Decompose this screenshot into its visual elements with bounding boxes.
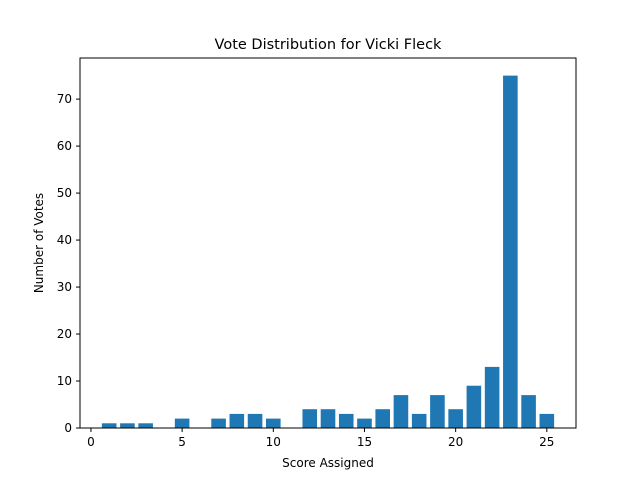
y-tick-label: 10 [57,374,72,388]
bar-score-20 [448,409,463,428]
bar-score-24 [521,395,536,428]
bars-group [101,75,555,428]
y-tick-label: 70 [57,92,72,106]
x-tick-label: 0 [87,435,95,449]
bar-score-15 [357,418,372,428]
x-axis-label: Score Assigned [282,456,374,470]
bar-score-19 [430,395,445,428]
bar-score-13 [320,409,336,428]
y-axis-ticks: 0 10 20 30 40 50 60 70 [57,92,80,435]
y-tick-label: 60 [57,139,72,153]
bar-score-9 [247,413,263,428]
y-tick-label: 40 [57,233,72,247]
x-axis-ticks: 0 5 10 15 20 25 [87,428,554,449]
bar-score-7 [211,418,226,428]
x-tick-label: 25 [539,435,554,449]
bar-score-21 [466,385,482,428]
bar-score-25 [539,413,555,428]
bar-score-14 [338,413,354,428]
bar-score-10 [266,418,281,428]
bar-score-22 [484,366,500,428]
bar-score-17 [393,395,409,428]
bar-score-12 [302,409,318,428]
bar-score-3 [138,423,153,428]
bar-score-8 [229,413,245,428]
x-tick-label: 5 [178,435,186,449]
chart-title: Vote Distribution for Vicki Fleck [215,37,443,53]
x-tick-label: 10 [266,435,281,449]
x-tick-label: 15 [357,435,372,449]
bar-score-5 [174,418,190,428]
y-axis-label: Number of Votes [32,193,46,293]
bar-score-2 [120,423,135,428]
y-tick-label: 0 [64,421,72,435]
bar-score-23 [503,75,518,428]
x-tick-label: 20 [448,435,463,449]
y-tick-label: 50 [57,186,72,200]
bar-score-16 [375,409,390,428]
y-tick-label: 20 [57,327,72,341]
y-tick-label: 30 [57,280,72,294]
plot-frame [79,57,577,429]
bar-score-18 [411,413,427,428]
bar-score-1 [101,423,117,428]
